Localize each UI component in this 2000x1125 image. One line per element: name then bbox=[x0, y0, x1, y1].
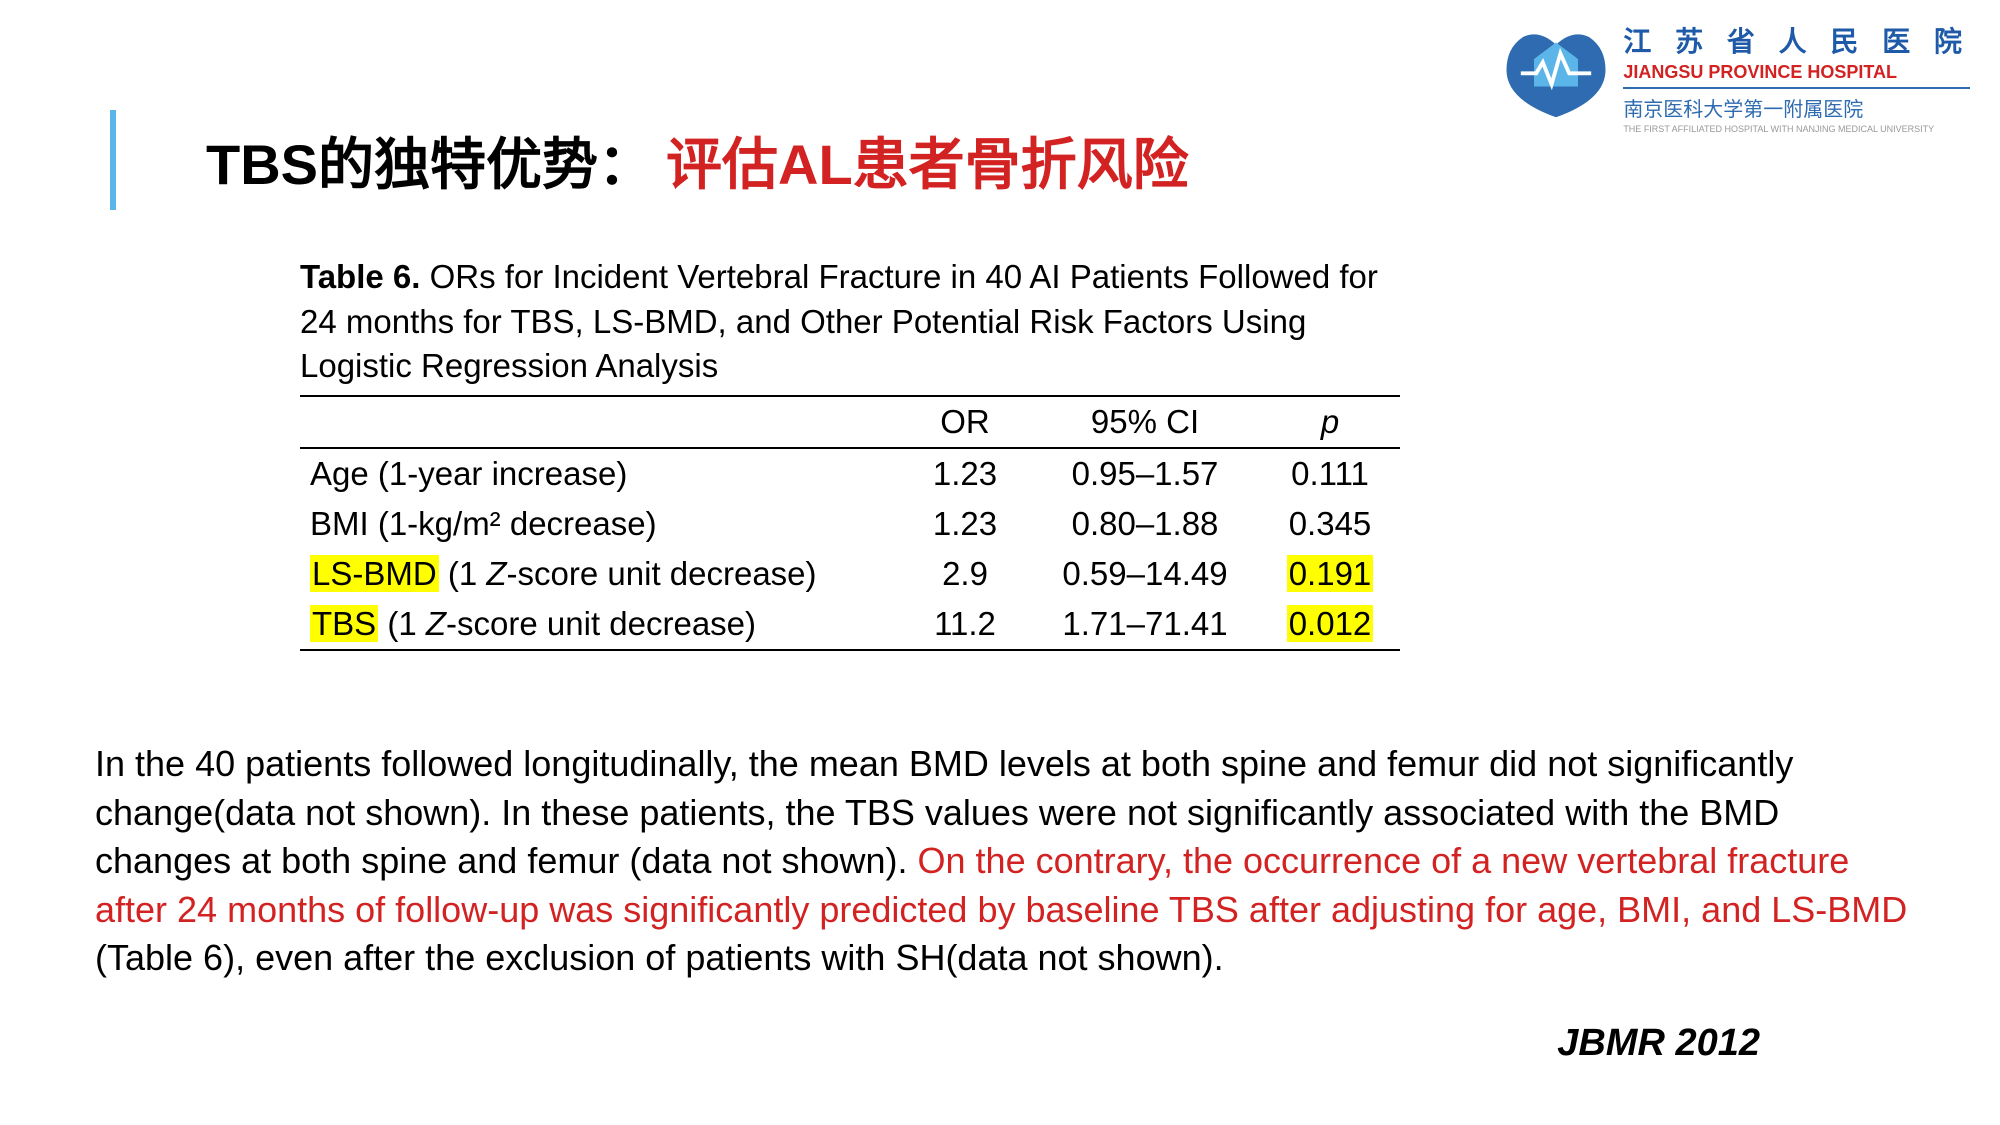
body-paragraph: In the 40 patients followed longitudinal… bbox=[95, 740, 1915, 983]
table-6-block: Table 6. ORs for Incident Vertebral Frac… bbox=[300, 255, 1400, 651]
hospital-logo-text: 江 苏 省 人 民 医 院 JIANGSU PROVINCE HOSPITAL … bbox=[1623, 20, 1970, 134]
italic-z: Z bbox=[426, 605, 446, 642]
logo-divider bbox=[1623, 87, 1970, 89]
logo-cn-sub: 南京医科大学第一附属医院 bbox=[1623, 93, 1970, 122]
highlighted-term: TBS bbox=[310, 605, 378, 642]
table-row: LS-BMD (1 Z-score unit decrease)2.90.59–… bbox=[300, 549, 1400, 599]
italic-z: Z bbox=[486, 555, 506, 592]
table-row: Age (1-year increase)1.230.95–1.570.111 bbox=[300, 448, 1400, 499]
cell-or: 1.23 bbox=[900, 448, 1030, 499]
th-blank bbox=[300, 396, 900, 448]
cell-ci: 1.71–71.41 bbox=[1030, 599, 1260, 650]
th-ci: 95% CI bbox=[1030, 396, 1260, 448]
table-caption-bold: Table 6. bbox=[300, 258, 420, 295]
table-row: TBS (1 Z-score unit decrease)11.21.71–71… bbox=[300, 599, 1400, 650]
th-p: p bbox=[1260, 396, 1400, 448]
table-row: BMI (1-kg/m² decrease)1.230.80–1.880.345 bbox=[300, 499, 1400, 549]
table-header-row: OR 95% CI p bbox=[300, 396, 1400, 448]
title-part-red: 评估AL患者骨折风险 bbox=[666, 120, 1189, 201]
highlighted-p: 0.191 bbox=[1287, 555, 1374, 592]
th-or: OR bbox=[900, 396, 1030, 448]
hospital-logo-icon bbox=[1501, 20, 1611, 120]
cell-or: 2.9 bbox=[900, 549, 1030, 599]
highlighted-p: 0.012 bbox=[1287, 605, 1374, 642]
cell-label: TBS (1 Z-score unit decrease) bbox=[300, 599, 900, 650]
cell-or: 1.23 bbox=[900, 499, 1030, 549]
citation: JBMR 2012 bbox=[1557, 1022, 1760, 1065]
table-body: Age (1-year increase)1.230.95–1.570.111B… bbox=[300, 448, 1400, 650]
cell-p: 0.111 bbox=[1260, 448, 1400, 499]
cell-label: LS-BMD (1 Z-score unit decrease) bbox=[300, 549, 900, 599]
cell-label: BMI (1-kg/m² decrease) bbox=[300, 499, 900, 549]
slide-title: TBS的独特优势： 评估AL患者骨折风险 bbox=[110, 110, 1189, 210]
hospital-logo-block: 江 苏 省 人 民 医 院 JIANGSU PROVINCE HOSPITAL … bbox=[1501, 20, 1970, 134]
body-part2: (Table 6), even after the exclusion of p… bbox=[95, 937, 1224, 978]
cell-p: 0.345 bbox=[1260, 499, 1400, 549]
data-table: OR 95% CI p Age (1-year increase)1.230.9… bbox=[300, 395, 1400, 651]
title-part-black: TBS的独特优势： bbox=[206, 120, 654, 201]
cell-p: 0.191 bbox=[1260, 549, 1400, 599]
cell-label: Age (1-year increase) bbox=[300, 448, 900, 499]
cell-p: 0.012 bbox=[1260, 599, 1400, 650]
cell-ci: 0.59–14.49 bbox=[1030, 549, 1260, 599]
logo-cn-main: 江 苏 省 人 民 医 院 bbox=[1623, 20, 1970, 60]
table-caption-rest: ORs for Incident Vertebral Fracture in 4… bbox=[300, 258, 1378, 384]
logo-en: JIANGSU PROVINCE HOSPITAL bbox=[1623, 62, 1970, 83]
highlighted-term: LS-BMD bbox=[310, 555, 439, 592]
cell-or: 11.2 bbox=[900, 599, 1030, 650]
table-caption: Table 6. ORs for Incident Vertebral Frac… bbox=[300, 255, 1400, 389]
logo-sub-tiny: THE FIRST AFFILIATED HOSPITAL WITH NANJI… bbox=[1623, 124, 1970, 134]
cell-ci: 0.80–1.88 bbox=[1030, 499, 1260, 549]
cell-ci: 0.95–1.57 bbox=[1030, 448, 1260, 499]
